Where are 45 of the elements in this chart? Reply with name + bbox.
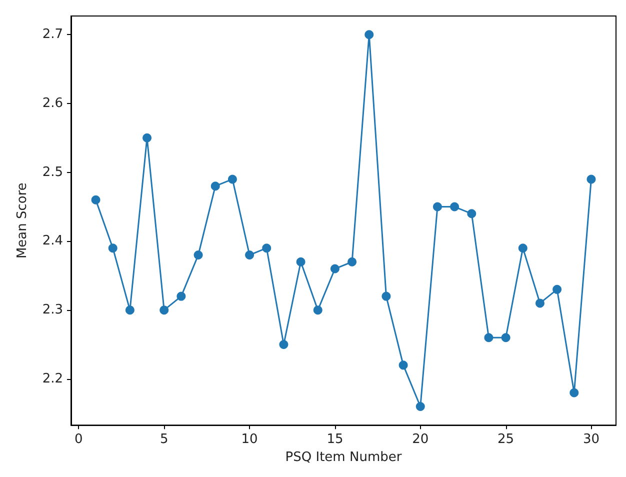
point <box>467 209 476 218</box>
point <box>296 257 306 266</box>
x-tick-label: 20 <box>412 432 429 448</box>
y-tick-label: 2.2 <box>42 371 63 386</box>
point <box>279 340 288 350</box>
point <box>484 333 494 342</box>
x-tick-label: 5 <box>160 432 168 448</box>
point <box>450 202 460 212</box>
point <box>262 244 272 253</box>
x-axis-title: PSQ Item Number <box>285 450 402 465</box>
point <box>535 298 544 308</box>
y-tick-label: 2.5 <box>42 164 63 180</box>
point <box>228 174 237 184</box>
point <box>501 333 510 342</box>
y-tick-label: 2.3 <box>42 302 63 318</box>
point <box>348 257 357 266</box>
point <box>313 306 322 315</box>
point <box>108 244 118 253</box>
point <box>330 264 340 274</box>
point <box>518 244 528 253</box>
point <box>432 202 442 212</box>
y-tick-label: 2.6 <box>42 96 63 111</box>
point <box>210 182 220 191</box>
point <box>398 360 408 370</box>
x-tick-label: 25 <box>498 432 514 448</box>
y-tick-label: 2.7 <box>42 27 63 42</box>
point <box>176 292 186 301</box>
x-tick-label: 15 <box>326 432 344 448</box>
point <box>416 402 425 411</box>
point <box>91 195 100 204</box>
point <box>142 133 152 142</box>
x-tick-label: 30 <box>582 432 600 448</box>
x-tick-label: 0 <box>74 432 83 448</box>
point <box>570 388 579 398</box>
point <box>382 292 391 301</box>
point <box>125 306 134 315</box>
point <box>364 30 374 40</box>
point <box>194 250 203 260</box>
y-axis-title: Mean Score <box>15 182 30 259</box>
point <box>245 250 254 260</box>
point <box>586 174 596 184</box>
x-tick-label: 10 <box>241 432 258 448</box>
point <box>160 306 169 315</box>
y-tick-label: 2.4 <box>42 234 63 249</box>
point <box>552 284 562 294</box>
